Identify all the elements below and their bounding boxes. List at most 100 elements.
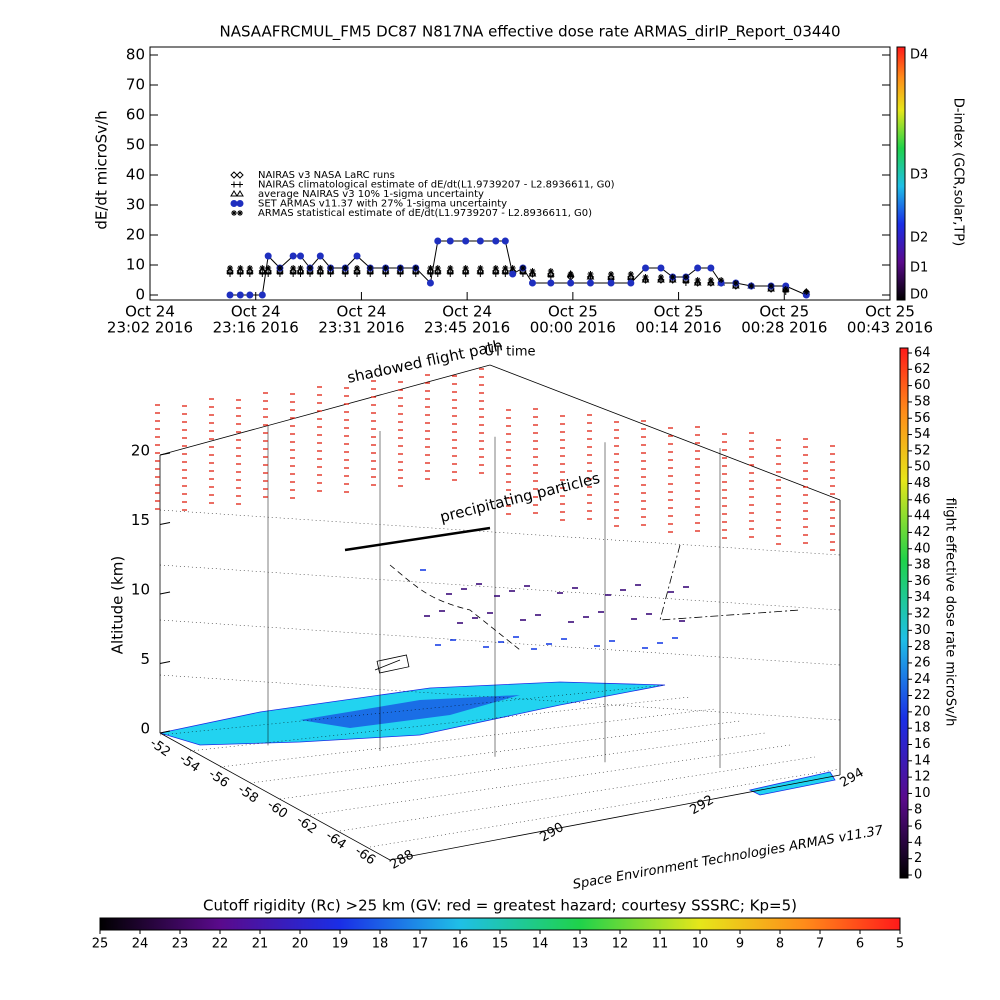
x-tick-label: 00:43 2016	[847, 319, 933, 337]
colorbar-label: 18	[914, 721, 931, 736]
colorbar-label: 36	[914, 574, 931, 589]
colorbar-label: D2	[910, 231, 928, 246]
marker	[462, 271, 469, 277]
z-tick-label: 10	[131, 581, 150, 599]
marker	[316, 252, 324, 260]
marker	[446, 267, 455, 274]
annotation: precipitating particles	[438, 469, 602, 526]
marker	[707, 277, 714, 283]
marker	[476, 267, 485, 274]
marker	[236, 291, 244, 299]
marker	[317, 265, 324, 271]
marker	[492, 237, 500, 245]
annotation: shadowed flight path	[346, 336, 505, 387]
x-tick-label: 23:31 2016	[318, 319, 404, 337]
marker	[586, 279, 594, 287]
colorbar-label: 2	[914, 851, 922, 866]
grid-dotted	[279, 732, 766, 800]
colorbar-label: 30	[914, 623, 931, 638]
colorbar-label: 10	[692, 937, 709, 952]
z-tick	[159, 661, 171, 664]
marker	[297, 265, 304, 271]
grid-dotted	[369, 768, 841, 848]
colorbar-label: 26	[914, 655, 931, 670]
x-tick-label: 00:00 2016	[530, 319, 616, 337]
marker	[502, 271, 509, 277]
colorbar-label: 22	[914, 688, 931, 703]
marker	[276, 265, 283, 271]
z-axis-label: Altitude (km)	[109, 556, 127, 654]
colorbar-label: 32	[914, 607, 931, 622]
marker	[627, 271, 634, 277]
legend-marker	[237, 181, 243, 188]
z-tick	[159, 522, 171, 525]
lon-tick-label: 290	[537, 820, 566, 845]
marker	[289, 267, 298, 274]
colorbar-label: 9	[736, 937, 744, 952]
colorbar-label: 10	[914, 786, 931, 801]
marker	[276, 271, 283, 277]
x-tick-label: Oct 25	[654, 303, 704, 321]
y-tick-label: 80	[126, 46, 145, 64]
marker	[354, 271, 361, 277]
marker	[426, 279, 434, 287]
marker	[259, 271, 266, 277]
marker	[246, 291, 254, 299]
marker	[412, 265, 419, 271]
x-tick-label: 23:45 2016	[424, 319, 510, 337]
grid-dotted	[159, 564, 841, 611]
marker	[265, 265, 272, 271]
marker	[258, 267, 267, 274]
credit: Space Environment Technologies ARMAS v11…	[572, 823, 885, 893]
marker	[547, 279, 555, 287]
marker	[245, 267, 254, 274]
lat-tick-label: -58	[235, 782, 261, 806]
legend-marker	[236, 190, 244, 197]
marker	[307, 265, 314, 271]
marker	[382, 265, 389, 271]
colorbar-label: 4	[914, 835, 922, 850]
marker	[642, 274, 649, 280]
marker	[327, 265, 334, 271]
colorbar	[896, 46, 906, 301]
legend-marker	[236, 171, 244, 179]
marker	[434, 271, 441, 277]
marker	[803, 289, 810, 295]
legend-item	[230, 171, 244, 179]
x-tick-label: Oct 25	[865, 303, 915, 321]
colorbar-label: 14	[532, 937, 549, 952]
marker	[718, 277, 725, 283]
colorbar-label: 6	[856, 937, 864, 952]
marker	[426, 267, 435, 274]
marker	[547, 268, 554, 274]
marker	[682, 280, 689, 286]
marker	[694, 264, 702, 272]
marker	[307, 271, 314, 277]
marker	[587, 271, 594, 277]
colorbar-label: 14	[914, 753, 931, 768]
marker	[397, 271, 404, 277]
lat-tick-label: -54	[176, 751, 202, 775]
legend-marker	[237, 210, 243, 216]
chart-title: NASAAFRCMUL_FM5 DC87 N817NA effective do…	[219, 23, 840, 42]
colorbar-label: 46	[914, 492, 931, 507]
marker	[462, 237, 470, 245]
marker	[641, 276, 650, 283]
colorbar-label: 58	[914, 394, 931, 409]
colorbar-label: 0	[914, 868, 922, 883]
y-tick-label: 60	[126, 106, 145, 124]
grid-dotted	[159, 684, 666, 736]
colorbar-label: 24	[914, 672, 931, 687]
marker	[608, 271, 615, 277]
z-tick-label: 0	[140, 720, 150, 738]
colorbar-label: D4	[910, 48, 928, 63]
marker	[657, 264, 665, 272]
marker	[246, 265, 253, 271]
marker	[296, 267, 305, 274]
marker	[258, 291, 266, 299]
marker	[476, 237, 484, 245]
grid-dotted	[339, 756, 816, 832]
marker	[768, 283, 775, 289]
plot-frame	[149, 46, 891, 301]
grid-dotted	[309, 744, 791, 816]
